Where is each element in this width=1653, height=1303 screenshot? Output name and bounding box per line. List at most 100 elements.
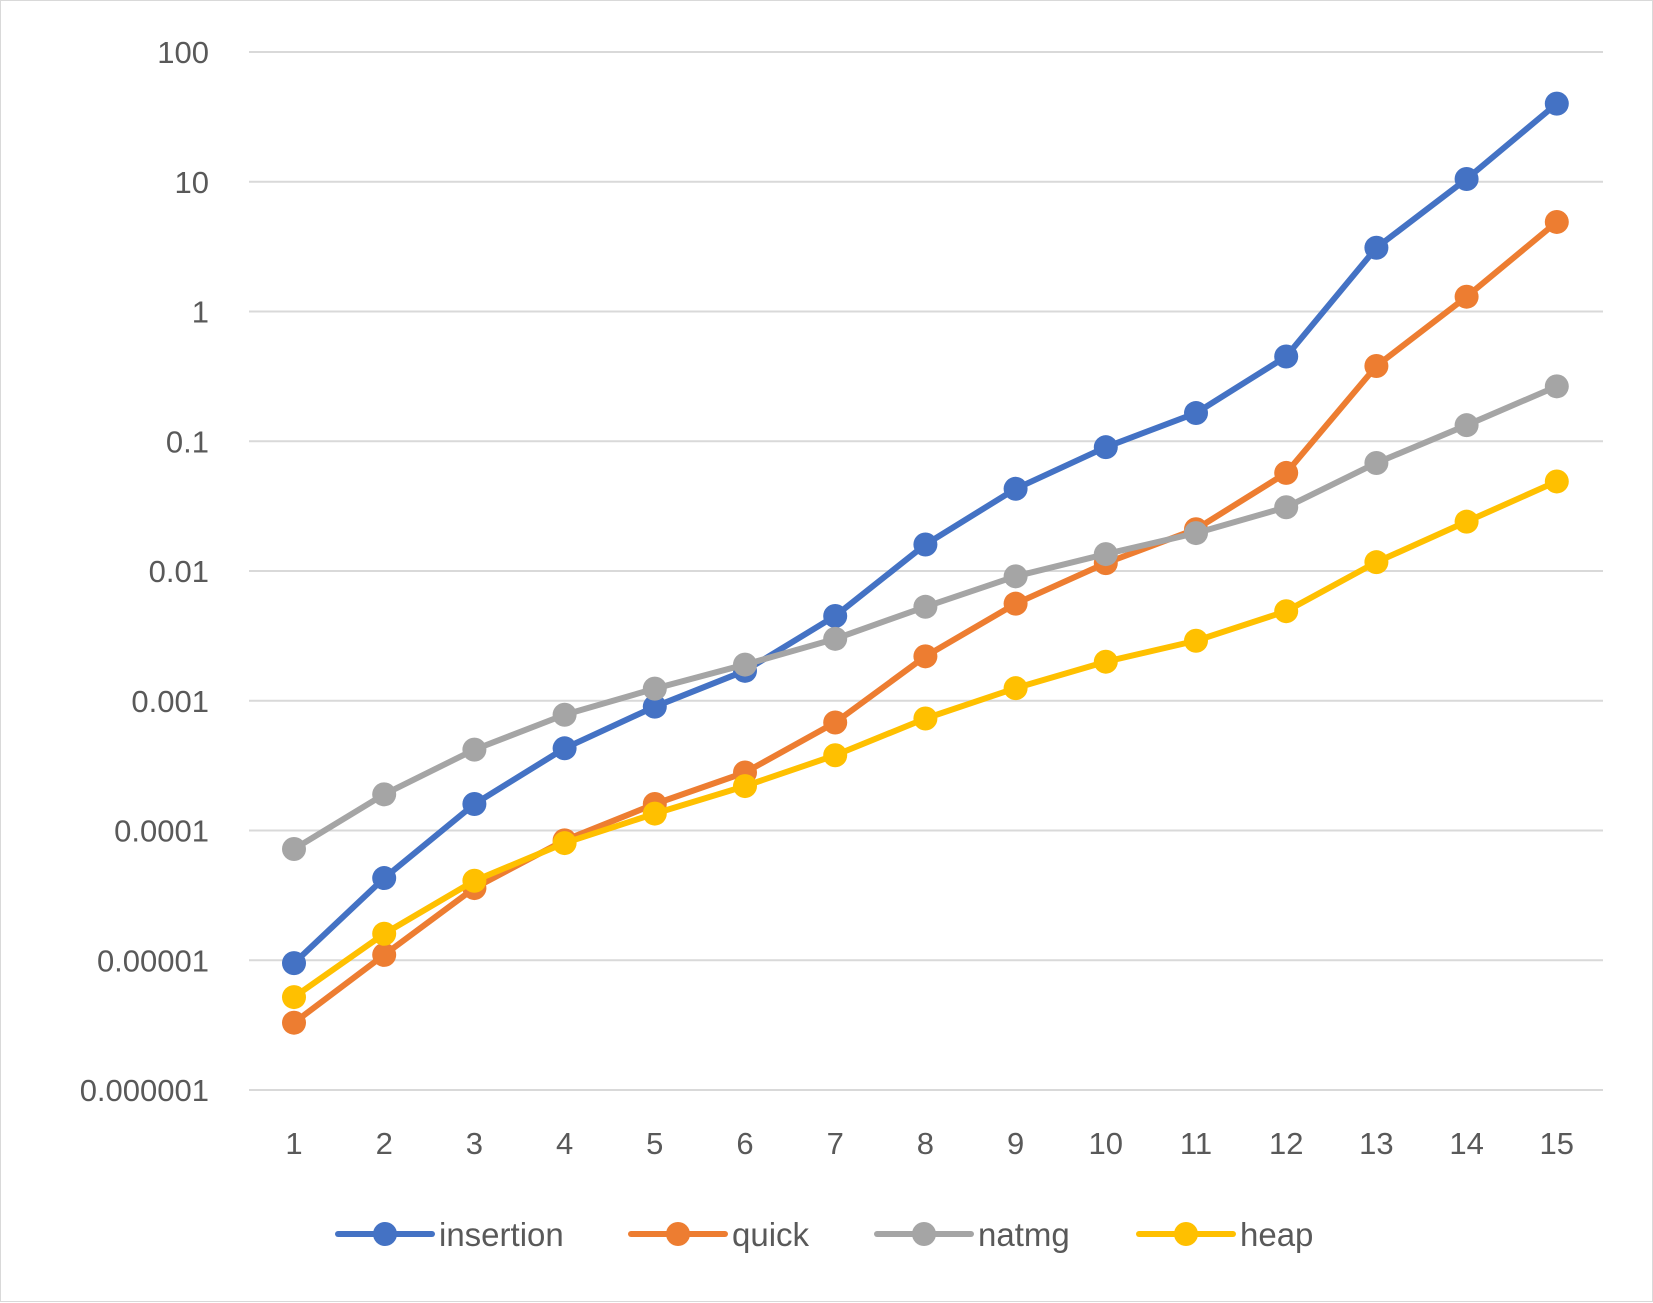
legend-swatch-marker [1174, 1222, 1198, 1246]
data-point-insertion [1454, 167, 1479, 192]
data-point-insertion [1093, 435, 1118, 460]
data-point-heap [823, 743, 848, 768]
series-heap [282, 469, 1569, 1010]
data-point-heap [913, 706, 938, 731]
data-point-heap [462, 868, 487, 893]
data-point-quick [1003, 591, 1028, 616]
series-lines [282, 91, 1569, 1035]
legend-label: natmg [978, 1216, 1070, 1253]
data-point-natmg [1454, 413, 1479, 438]
legend-swatch-marker [373, 1222, 397, 1246]
data-point-quick [1364, 354, 1389, 379]
x-tick-label: 7 [827, 1126, 844, 1161]
data-point-quick [1544, 209, 1569, 234]
data-point-insertion [1364, 235, 1389, 260]
x-tick-label: 5 [646, 1126, 663, 1161]
data-point-heap [642, 801, 667, 826]
y-tick-label: 10 [175, 165, 209, 200]
y-tick-label: 0.001 [131, 684, 209, 719]
data-point-natmg [642, 676, 667, 701]
x-tick-label: 12 [1269, 1126, 1303, 1161]
data-point-natmg [1544, 374, 1569, 399]
data-point-heap [733, 774, 757, 799]
data-point-insertion [823, 603, 848, 628]
legend-swatch-marker [912, 1222, 936, 1246]
data-point-heap [1003, 676, 1028, 701]
x-tick-label: 4 [556, 1126, 573, 1161]
data-point-heap [552, 831, 577, 856]
data-point-heap [282, 985, 306, 1010]
data-point-insertion [642, 694, 667, 719]
legend-swatch-marker [666, 1222, 690, 1246]
series-quick [282, 209, 1569, 1035]
data-point-natmg [1184, 521, 1208, 546]
series-insertion [282, 91, 1569, 976]
x-tick-label: 9 [1007, 1126, 1024, 1161]
x-tick-label: 15 [1540, 1126, 1574, 1161]
data-point-quick [372, 942, 397, 967]
y-axis-tick-labels: 0.000001 0.00001 0.0001 0.001 0.01 0.1 1 10 100 [80, 35, 209, 1108]
legend-item-insertion: insertion [335, 1216, 564, 1253]
legend-label: insertion [439, 1216, 564, 1253]
x-tick-label: 8 [917, 1126, 934, 1161]
data-point-quick [1454, 284, 1479, 309]
x-tick-label: 2 [376, 1126, 393, 1161]
legend-label: quick [732, 1216, 810, 1253]
legend-item-quick: quick [628, 1216, 810, 1253]
data-point-quick [1274, 460, 1299, 485]
data-point-natmg [372, 782, 397, 807]
data-point-heap [1093, 649, 1118, 674]
legend-item-natmg: natmg [874, 1216, 1070, 1253]
y-tick-label: 0.01 [149, 554, 209, 589]
data-point-natmg [552, 702, 577, 727]
x-tick-label: 10 [1089, 1126, 1123, 1161]
series-natmg [282, 374, 1569, 862]
x-axis-tick-labels: 1 2 3 4 5 6 7 8 9 10 11 12 13 14 15 [285, 1126, 1574, 1161]
data-point-natmg [1093, 542, 1118, 567]
x-tick-label: 6 [736, 1126, 753, 1161]
data-point-insertion [1184, 401, 1208, 426]
y-tick-label: 0.1 [166, 424, 209, 459]
gridlines [249, 51, 1603, 1091]
data-point-natmg [462, 737, 487, 762]
data-point-insertion [372, 866, 397, 891]
legend: insertion quick natmg heap [335, 1216, 1313, 1253]
data-point-heap [372, 921, 397, 946]
data-point-insertion [1274, 344, 1299, 369]
data-point-insertion [1003, 476, 1028, 501]
data-point-heap [1454, 509, 1479, 534]
data-point-insertion [1544, 91, 1569, 116]
x-tick-label: 13 [1359, 1126, 1393, 1161]
x-tick-label: 14 [1449, 1126, 1483, 1161]
data-point-natmg [1364, 450, 1389, 475]
x-tick-label: 3 [466, 1126, 483, 1161]
data-point-natmg [1274, 495, 1299, 520]
data-point-natmg [823, 626, 848, 651]
data-point-insertion [552, 736, 577, 761]
series-line-quick [291, 218, 1560, 1026]
x-tick-label: 11 [1180, 1126, 1212, 1161]
data-point-natmg [733, 652, 757, 677]
data-point-insertion [282, 951, 306, 976]
y-tick-label: 0.00001 [97, 943, 209, 978]
data-point-quick [913, 644, 938, 669]
y-tick-label: 100 [157, 35, 209, 70]
data-point-natmg [913, 594, 938, 619]
x-tick-label: 1 [285, 1126, 302, 1161]
legend-item-heap: heap [1136, 1216, 1313, 1253]
data-point-heap [1544, 469, 1569, 494]
legend-label: heap [1240, 1216, 1313, 1253]
data-point-insertion [913, 532, 938, 557]
data-point-heap [1184, 628, 1208, 653]
y-tick-label: 0.0001 [114, 814, 209, 849]
data-point-quick [282, 1010, 306, 1035]
data-point-quick [823, 710, 848, 735]
data-point-natmg [1003, 564, 1028, 589]
data-point-natmg [282, 837, 306, 862]
data-point-heap [1364, 550, 1389, 575]
y-tick-label: 1 [192, 295, 209, 330]
y-tick-label: 0.000001 [80, 1073, 209, 1108]
data-point-insertion [462, 792, 487, 817]
